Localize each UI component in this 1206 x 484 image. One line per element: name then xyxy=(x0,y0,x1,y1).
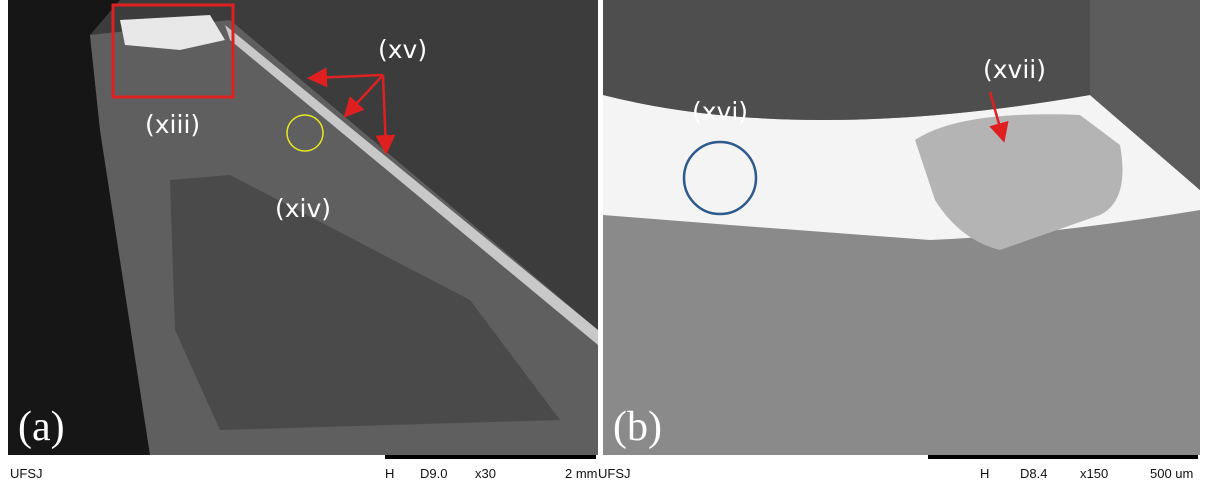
panel-a: (xv) (xiii) (xiv) (a) xyxy=(8,0,598,455)
footer-wd: D8.4 xyxy=(1020,466,1047,481)
footer-org: UFSJ xyxy=(598,466,631,481)
panel-label: (a) xyxy=(18,404,65,450)
footer-org: UFSJ xyxy=(10,466,43,481)
annotation: (xvii) xyxy=(983,55,1046,84)
footer-mag: x150 xyxy=(1080,466,1108,481)
footer-scale: 2 mm xyxy=(565,466,598,481)
annotation: (xiv) xyxy=(275,194,331,223)
panel-label: (b) xyxy=(613,404,662,450)
footer-mode: H xyxy=(980,466,989,481)
footer-mode: H xyxy=(385,466,394,481)
panel-b: (xvi) (xvii) (b) xyxy=(603,0,1200,455)
footer-wd: D9.0 xyxy=(420,466,447,481)
annotation: (xiii) xyxy=(145,110,200,139)
annotation: (xv) xyxy=(378,35,427,64)
scale-bar xyxy=(928,455,1198,459)
figure: (xv) (xiii) (xiv) (a) (xvi) (xvii) (b) U… xyxy=(0,0,1206,484)
footer-mag: x30 xyxy=(475,466,496,481)
footer-scale: 500 um xyxy=(1150,466,1193,481)
annotation: (xvi) xyxy=(692,97,748,126)
scale-bar xyxy=(385,455,596,459)
